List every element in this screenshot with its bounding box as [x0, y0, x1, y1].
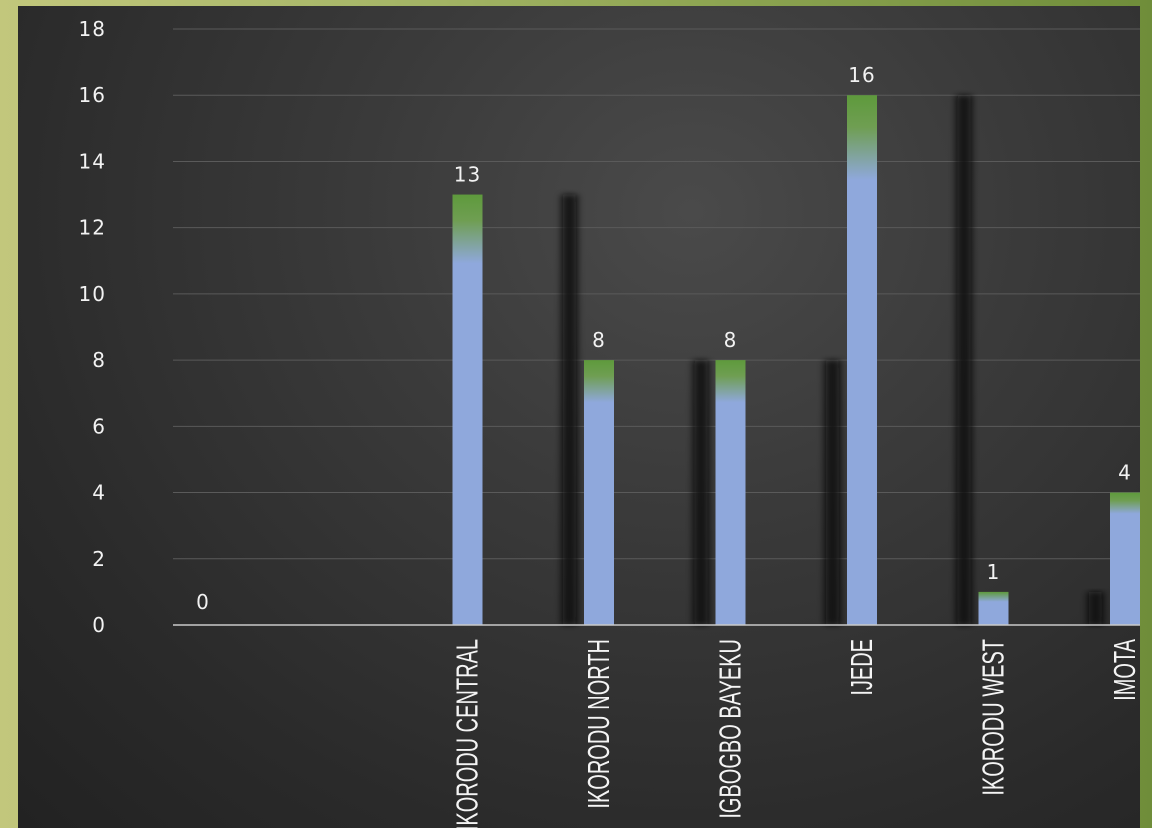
y-tick-label: 0 — [92, 613, 106, 637]
bar — [978, 591, 1009, 625]
data-label: 4 — [1118, 461, 1132, 485]
y-tick-label: 18 — [79, 17, 106, 41]
data-label: 0 — [196, 590, 210, 614]
bar — [584, 360, 614, 625]
data-label: 1 — [987, 560, 1001, 584]
y-tick-label: 16 — [79, 83, 106, 107]
y-tick-label: 14 — [79, 149, 106, 173]
y-tick-label: 10 — [79, 282, 106, 306]
category-labels: IKORODU CENTRAL IKORODU NORTH IGBOGBO BAYE… — [449, 639, 1140, 828]
y-tick-label: 12 — [79, 216, 106, 240]
bar-shadow — [952, 95, 976, 625]
chart-panel: 0 2 4 6 8 10 12 14 16 18 0 13 8 8 16 1 4 IKORODU CENTRA… — [18, 6, 1140, 828]
bar-shadow — [820, 360, 845, 625]
category-label: IJEDE — [843, 639, 879, 696]
bar-shadow — [557, 194, 582, 626]
category-label: IKORODU CENTRAL — [449, 639, 485, 828]
data-label: 13 — [454, 163, 481, 187]
y-tick-label: 2 — [92, 547, 106, 571]
data-label: 8 — [592, 328, 606, 352]
bars — [452, 95, 1140, 626]
category-label: IGBOGBO BAYEKU — [712, 639, 748, 819]
category-label: IMOTA — [1106, 639, 1140, 701]
y-tick-label: 8 — [92, 348, 106, 372]
bar — [715, 360, 746, 625]
category-label: IKORODU NORTH — [580, 639, 616, 809]
y-axis: 0 2 4 6 8 10 12 14 16 18 — [79, 17, 106, 637]
bar — [1110, 492, 1140, 625]
bar-shadows — [557, 95, 1108, 626]
gridlines — [173, 28, 1140, 560]
bar — [847, 95, 877, 625]
bar — [452, 194, 483, 626]
bar-shadow — [689, 360, 713, 625]
y-tick-label: 4 — [92, 481, 106, 505]
data-label: 8 — [724, 328, 738, 352]
data-labels: 0 13 8 8 16 1 4 — [196, 63, 1132, 614]
data-label: 16 — [848, 63, 875, 87]
bar-shadow — [1083, 591, 1108, 625]
y-tick-label: 6 — [92, 414, 106, 438]
category-label: IKORODU WEST — [975, 639, 1011, 796]
